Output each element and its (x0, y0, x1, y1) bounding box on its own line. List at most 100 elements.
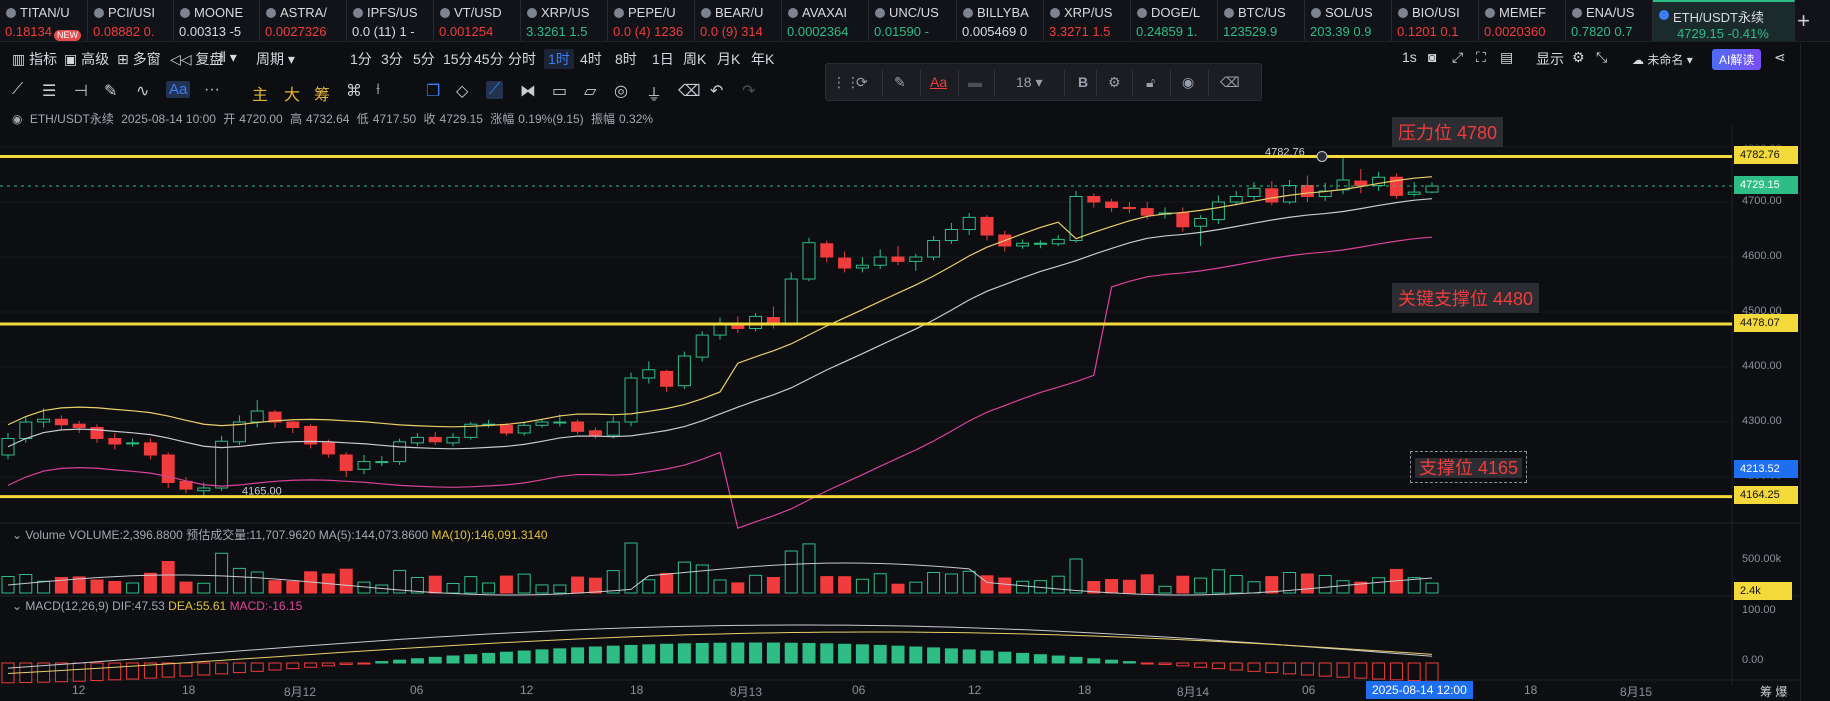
visibility-icon[interactable]: ⧓ (520, 83, 536, 100)
layout-icon[interactable]: ▤ (1500, 49, 1514, 65)
share-icon[interactable]: ⋖ (1774, 49, 1786, 65)
bold-button[interactable]: B (1078, 74, 1089, 90)
ticker-item[interactable]: BIO/USI 0.1201 0.1 (1392, 0, 1479, 41)
wave-tool-icon[interactable]: ∿ (136, 83, 150, 100)
ticker-item[interactable]: PCI/USI 0.08882 0. (88, 0, 174, 41)
chips-button[interactable]: 筹 (314, 87, 331, 104)
display-button[interactable]: 显示 (1536, 51, 1564, 67)
ticker-item[interactable]: ASTRA/0.0027326 (260, 0, 347, 41)
big-button[interactable]: 大 (284, 87, 301, 104)
support-annotation[interactable]: 支撑位 4165 (1410, 451, 1528, 483)
ticker-item[interactable]: SOL/US 203.39 0.9 (1305, 0, 1392, 41)
ai-analysis-button[interactable]: AI解读 (1712, 49, 1762, 70)
candlestick-chart[interactable]: 4782.76 4165.00 (0, 125, 1800, 685)
expand-icon[interactable]: ⤡ (1596, 49, 1608, 65)
interval-10[interactable]: 周K (683, 51, 707, 67)
ticker-item[interactable]: BILLYBA 0.005469 0 (957, 0, 1044, 41)
undo-icon[interactable]: ↶ (710, 83, 724, 100)
interval-11[interactable]: 月K (717, 51, 741, 67)
multi-window-button[interactable]: ⊞ 多窗 (117, 51, 161, 67)
collapse-icon[interactable]: ◉ (12, 112, 23, 126)
advanced-button[interactable]: ▣ 高级 (64, 51, 110, 67)
ticker-name: DOGE/L (1151, 5, 1201, 20)
ticker-item[interactable]: DOGE/L 0.24859 1. (1131, 0, 1218, 41)
ticker-item[interactable]: UNC/US 0.01590 - (869, 0, 957, 41)
template-icon[interactable]: ◎ (614, 83, 628, 100)
ticker-item[interactable]: XRP/US 3.3261 1.5 (521, 0, 608, 41)
ruler-icon[interactable]: ⟊ (376, 81, 381, 98)
eye-icon[interactable]: ◉ (1182, 74, 1195, 90)
line-tool-icon[interactable]: ⟋ (12, 81, 24, 98)
interval-4[interactable]: 45分 (474, 51, 504, 67)
lock-icon[interactable]: 🔓︎ (1146, 74, 1156, 90)
ticker-item[interactable]: VT/USD 0.001254 (434, 0, 521, 41)
ticker-item[interactable]: AVAXAI 0.0002364 (782, 0, 869, 41)
interval-6[interactable]: 1时 (544, 49, 574, 69)
interval-5[interactable]: 分时 (508, 51, 536, 67)
fullscreen-icon[interactable]: ⛶ (1476, 49, 1486, 65)
right-bottom-tools[interactable]: 筹 爆 (1760, 685, 1788, 699)
interval-8[interactable]: 8时 (615, 51, 637, 67)
copy-icon[interactable]: ❐ (426, 83, 441, 100)
settings-icon[interactable]: ⚙ (1108, 74, 1121, 90)
ticker-item[interactable]: BEAR/U 0.0 (9) 314 (695, 0, 782, 41)
ticker-name: ENA/US (1586, 5, 1635, 20)
ticker-item[interactable]: IPFS/US 0.0 (11) 1 - (347, 0, 434, 41)
interval-7[interactable]: 4时 (580, 51, 602, 67)
add-ticker-icon[interactable]: + (1797, 8, 1810, 33)
camera-icon[interactable]: ◙ (1428, 49, 1437, 65)
drag-handle-icon[interactable]: ⋮⋮ (832, 74, 860, 90)
font-size-select[interactable]: 18 ▾ (1016, 74, 1043, 90)
ticker-item[interactable]: MEMEF 0.0020360 (1479, 0, 1566, 41)
key-support-annotation[interactable]: 关键支撑位 4480 (1392, 283, 1540, 313)
hline-tool-icon[interactable]: ⊣ (74, 83, 88, 100)
erase-icon[interactable]: ◇ (456, 83, 469, 100)
coin-icon (1224, 8, 1234, 18)
filter-icon[interactable]: ⏚ (646, 87, 663, 104)
ticker-item[interactable]: ENA/US 0.7820 0.7 (1566, 0, 1653, 41)
settings-icon[interactable]: ⚙ (1572, 49, 1585, 65)
hlines-tool-icon[interactable]: ☰ (42, 83, 57, 100)
interval-2[interactable]: 5分 (413, 51, 435, 67)
template-style-icon[interactable]: ⟳ (856, 74, 868, 90)
ticker-item[interactable]: XRP/US 3.3271 1.5 (1044, 0, 1131, 41)
ticker-item[interactable]: BTC/US 123529.9 (1218, 0, 1305, 41)
note-icon[interactable]: ▱ (584, 83, 597, 100)
resistance-annotation[interactable]: 压力位 4780 (1392, 117, 1504, 147)
ticker-item[interactable]: MOONE 0.00313 -5 (174, 0, 260, 41)
trash-icon[interactable]: ⌫ (678, 83, 701, 100)
main-button[interactable]: 主 (252, 87, 269, 104)
indicators-button[interactable]: ▥ 指标 (12, 51, 58, 67)
interval-1[interactable]: 3分 (381, 51, 403, 67)
replay-button[interactable]: ◁◁ 复盘 (170, 51, 224, 67)
collapse-icon[interactable]: ⌄ (12, 599, 23, 613)
volume-bar (1211, 569, 1225, 594)
chart-type-button[interactable]: ⫴ ▾ (220, 49, 237, 65)
magnet-icon[interactable]: ⌘ (346, 83, 362, 100)
delete-icon[interactable]: ⌫ (1220, 74, 1240, 90)
period-button[interactable]: 周期 ▾ (256, 51, 295, 67)
interval-3[interactable]: 15分 (443, 51, 473, 67)
lock-draw-icon[interactable]: ⟋ (486, 81, 504, 99)
redo-icon[interactable]: ↷ (742, 83, 756, 100)
interval-9[interactable]: 1日 (652, 51, 674, 67)
text-color-button[interactable]: Aa (930, 74, 948, 90)
collapse-icon[interactable]: ⌄ (12, 528, 23, 542)
ticker-item[interactable]: TITAN/U 0.18134 - (0, 0, 88, 41)
popout-icon[interactable]: ⤢ (1452, 49, 1464, 65)
bg-color-icon[interactable]: ▬ (968, 74, 982, 90)
pen-tool-icon[interactable]: ✎ (104, 83, 118, 100)
text-tool-button[interactable]: Aa (166, 81, 191, 98)
edit-icon[interactable]: ✎ (894, 74, 906, 90)
candle-body (357, 461, 371, 470)
clipboard-icon[interactable]: ▭ (552, 83, 568, 100)
time-cursor-label: 2025-08-14 12:00 (1366, 681, 1473, 699)
more-tools-button[interactable]: ··· (204, 81, 220, 98)
unnamed-layout[interactable]: ☁ 未命名 ▾ (1632, 53, 1693, 67)
ticker-item[interactable]: ETH/USDT永续 4729.15 -0.41% (1653, 0, 1795, 41)
interval-12[interactable]: 年K (751, 51, 775, 67)
volume-header: ⌄ Volume VOLUME:2,396.8800 预估成交量:11,707.… (12, 526, 548, 543)
interval-0[interactable]: 1分 (350, 51, 372, 67)
ticker-item[interactable]: PEPE/U 0.0 (4) 1236 (608, 0, 695, 41)
refresh-rate[interactable]: 1s (1402, 49, 1417, 65)
